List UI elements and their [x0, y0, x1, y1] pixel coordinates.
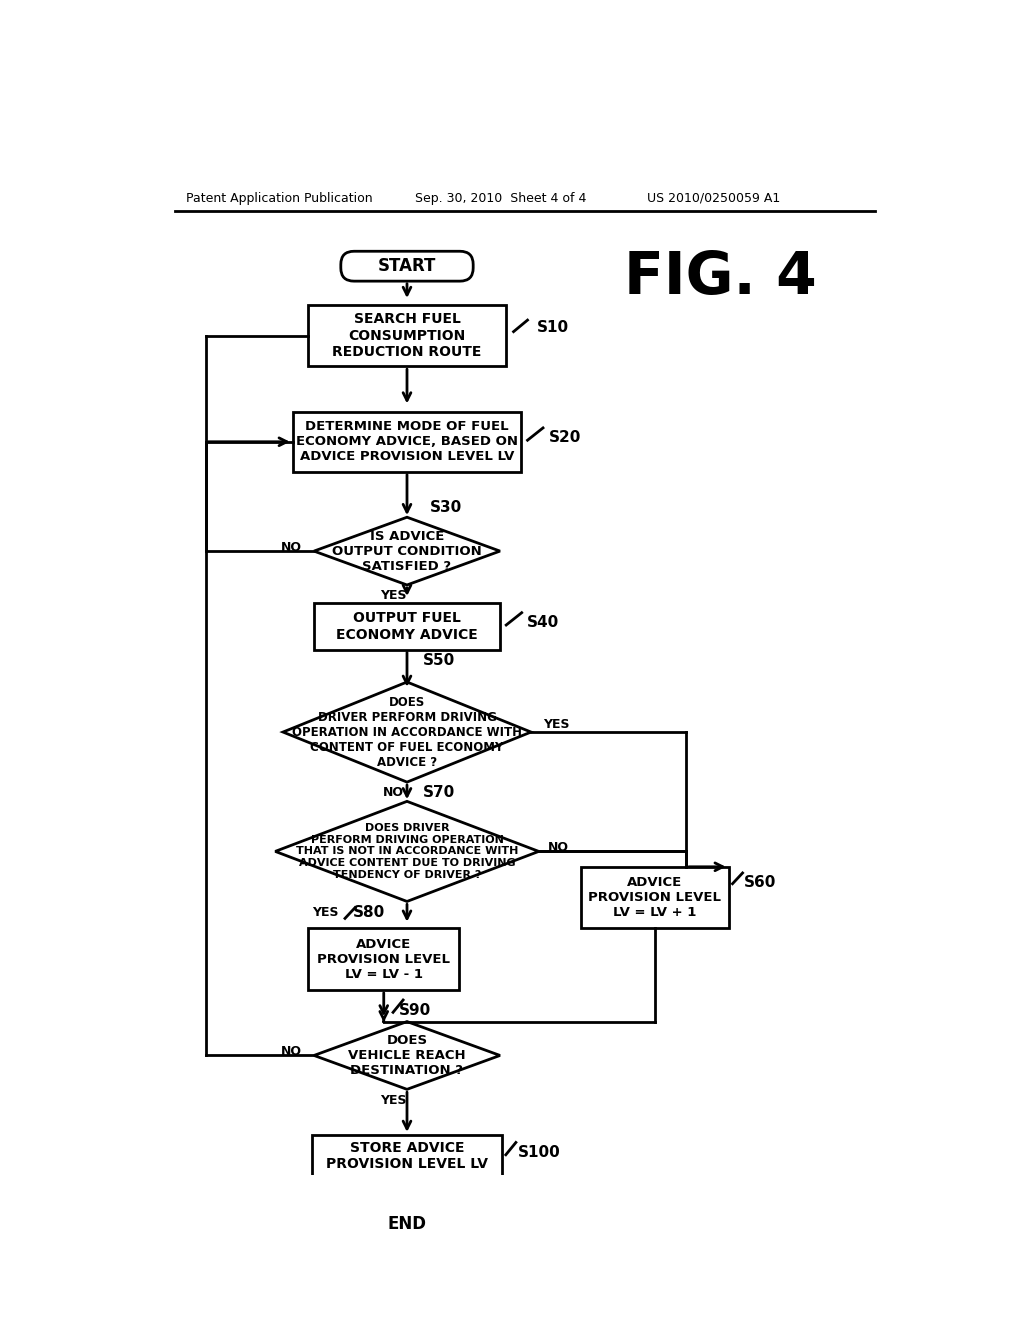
- Text: END: END: [387, 1216, 427, 1233]
- Text: SEARCH FUEL
CONSUMPTION
REDUCTION ROUTE: SEARCH FUEL CONSUMPTION REDUCTION ROUTE: [333, 313, 481, 359]
- Polygon shape: [314, 1022, 500, 1089]
- Bar: [314, 603, 500, 649]
- Text: Sep. 30, 2010  Sheet 4 of 4: Sep. 30, 2010 Sheet 4 of 4: [415, 191, 586, 205]
- Text: DOES
VEHICLE REACH
DESTINATION ?: DOES VEHICLE REACH DESTINATION ?: [348, 1034, 466, 1077]
- Polygon shape: [314, 517, 500, 585]
- Text: S100: S100: [517, 1144, 560, 1160]
- Text: OUTPUT FUEL
ECONOMY ADVICE: OUTPUT FUEL ECONOMY ADVICE: [336, 611, 478, 642]
- Polygon shape: [275, 801, 539, 902]
- Text: S50: S50: [423, 653, 455, 668]
- Text: S90: S90: [399, 1003, 431, 1018]
- Text: YES: YES: [543, 718, 569, 731]
- Text: NO: NO: [282, 541, 302, 554]
- Text: DOES
DRIVER PERFORM DRIVING
OPERATION IN ACCORDANCE WITH
CONTENT OF FUEL ECONOMY: DOES DRIVER PERFORM DRIVING OPERATION IN…: [292, 696, 522, 768]
- Text: STORE ADVICE
PROVISION LEVEL LV: STORE ADVICE PROVISION LEVEL LV: [326, 1142, 488, 1171]
- Text: S60: S60: [744, 875, 776, 890]
- Text: Patent Application Publication: Patent Application Publication: [186, 191, 373, 205]
- Text: DOES DRIVER
PERFORM DRIVING OPERATION
THAT IS NOT IN ACCORDANCE WITH
ADVICE CONT: DOES DRIVER PERFORM DRIVING OPERATION TH…: [296, 824, 518, 879]
- FancyBboxPatch shape: [347, 1209, 467, 1239]
- Text: YES: YES: [312, 906, 339, 919]
- Text: ADVICE
PROVISION LEVEL
LV = LV + 1: ADVICE PROVISION LEVEL LV = LV + 1: [589, 876, 722, 919]
- Polygon shape: [283, 682, 531, 781]
- Text: ADVICE
PROVISION LEVEL
LV = LV - 1: ADVICE PROVISION LEVEL LV = LV - 1: [317, 937, 451, 981]
- Text: S10: S10: [537, 321, 569, 335]
- Text: S70: S70: [423, 785, 455, 800]
- Text: YES: YES: [380, 589, 407, 602]
- Text: START: START: [378, 257, 436, 275]
- Text: NO: NO: [548, 841, 569, 854]
- Bar: [308, 928, 460, 990]
- Bar: [312, 1135, 502, 1177]
- Text: NO: NO: [383, 787, 403, 800]
- FancyBboxPatch shape: [341, 251, 473, 281]
- Text: YES: YES: [380, 1093, 407, 1106]
- Text: S80: S80: [352, 904, 385, 920]
- Text: US 2010/0250059 A1: US 2010/0250059 A1: [647, 191, 780, 205]
- Bar: [308, 305, 506, 367]
- Bar: [293, 412, 521, 471]
- Text: NO: NO: [282, 1045, 302, 1059]
- Text: IS ADVICE
OUTPUT CONDITION
SATISFIED ?: IS ADVICE OUTPUT CONDITION SATISFIED ?: [332, 529, 482, 573]
- Text: S30: S30: [430, 500, 463, 516]
- Text: FIG. 4: FIG. 4: [624, 249, 817, 306]
- Bar: [582, 867, 729, 928]
- Text: S40: S40: [527, 615, 559, 630]
- Text: S20: S20: [549, 430, 581, 445]
- Text: DETERMINE MODE OF FUEL
ECONOMY ADVICE, BASED ON
ADVICE PROVISION LEVEL LV: DETERMINE MODE OF FUEL ECONOMY ADVICE, B…: [296, 420, 518, 463]
